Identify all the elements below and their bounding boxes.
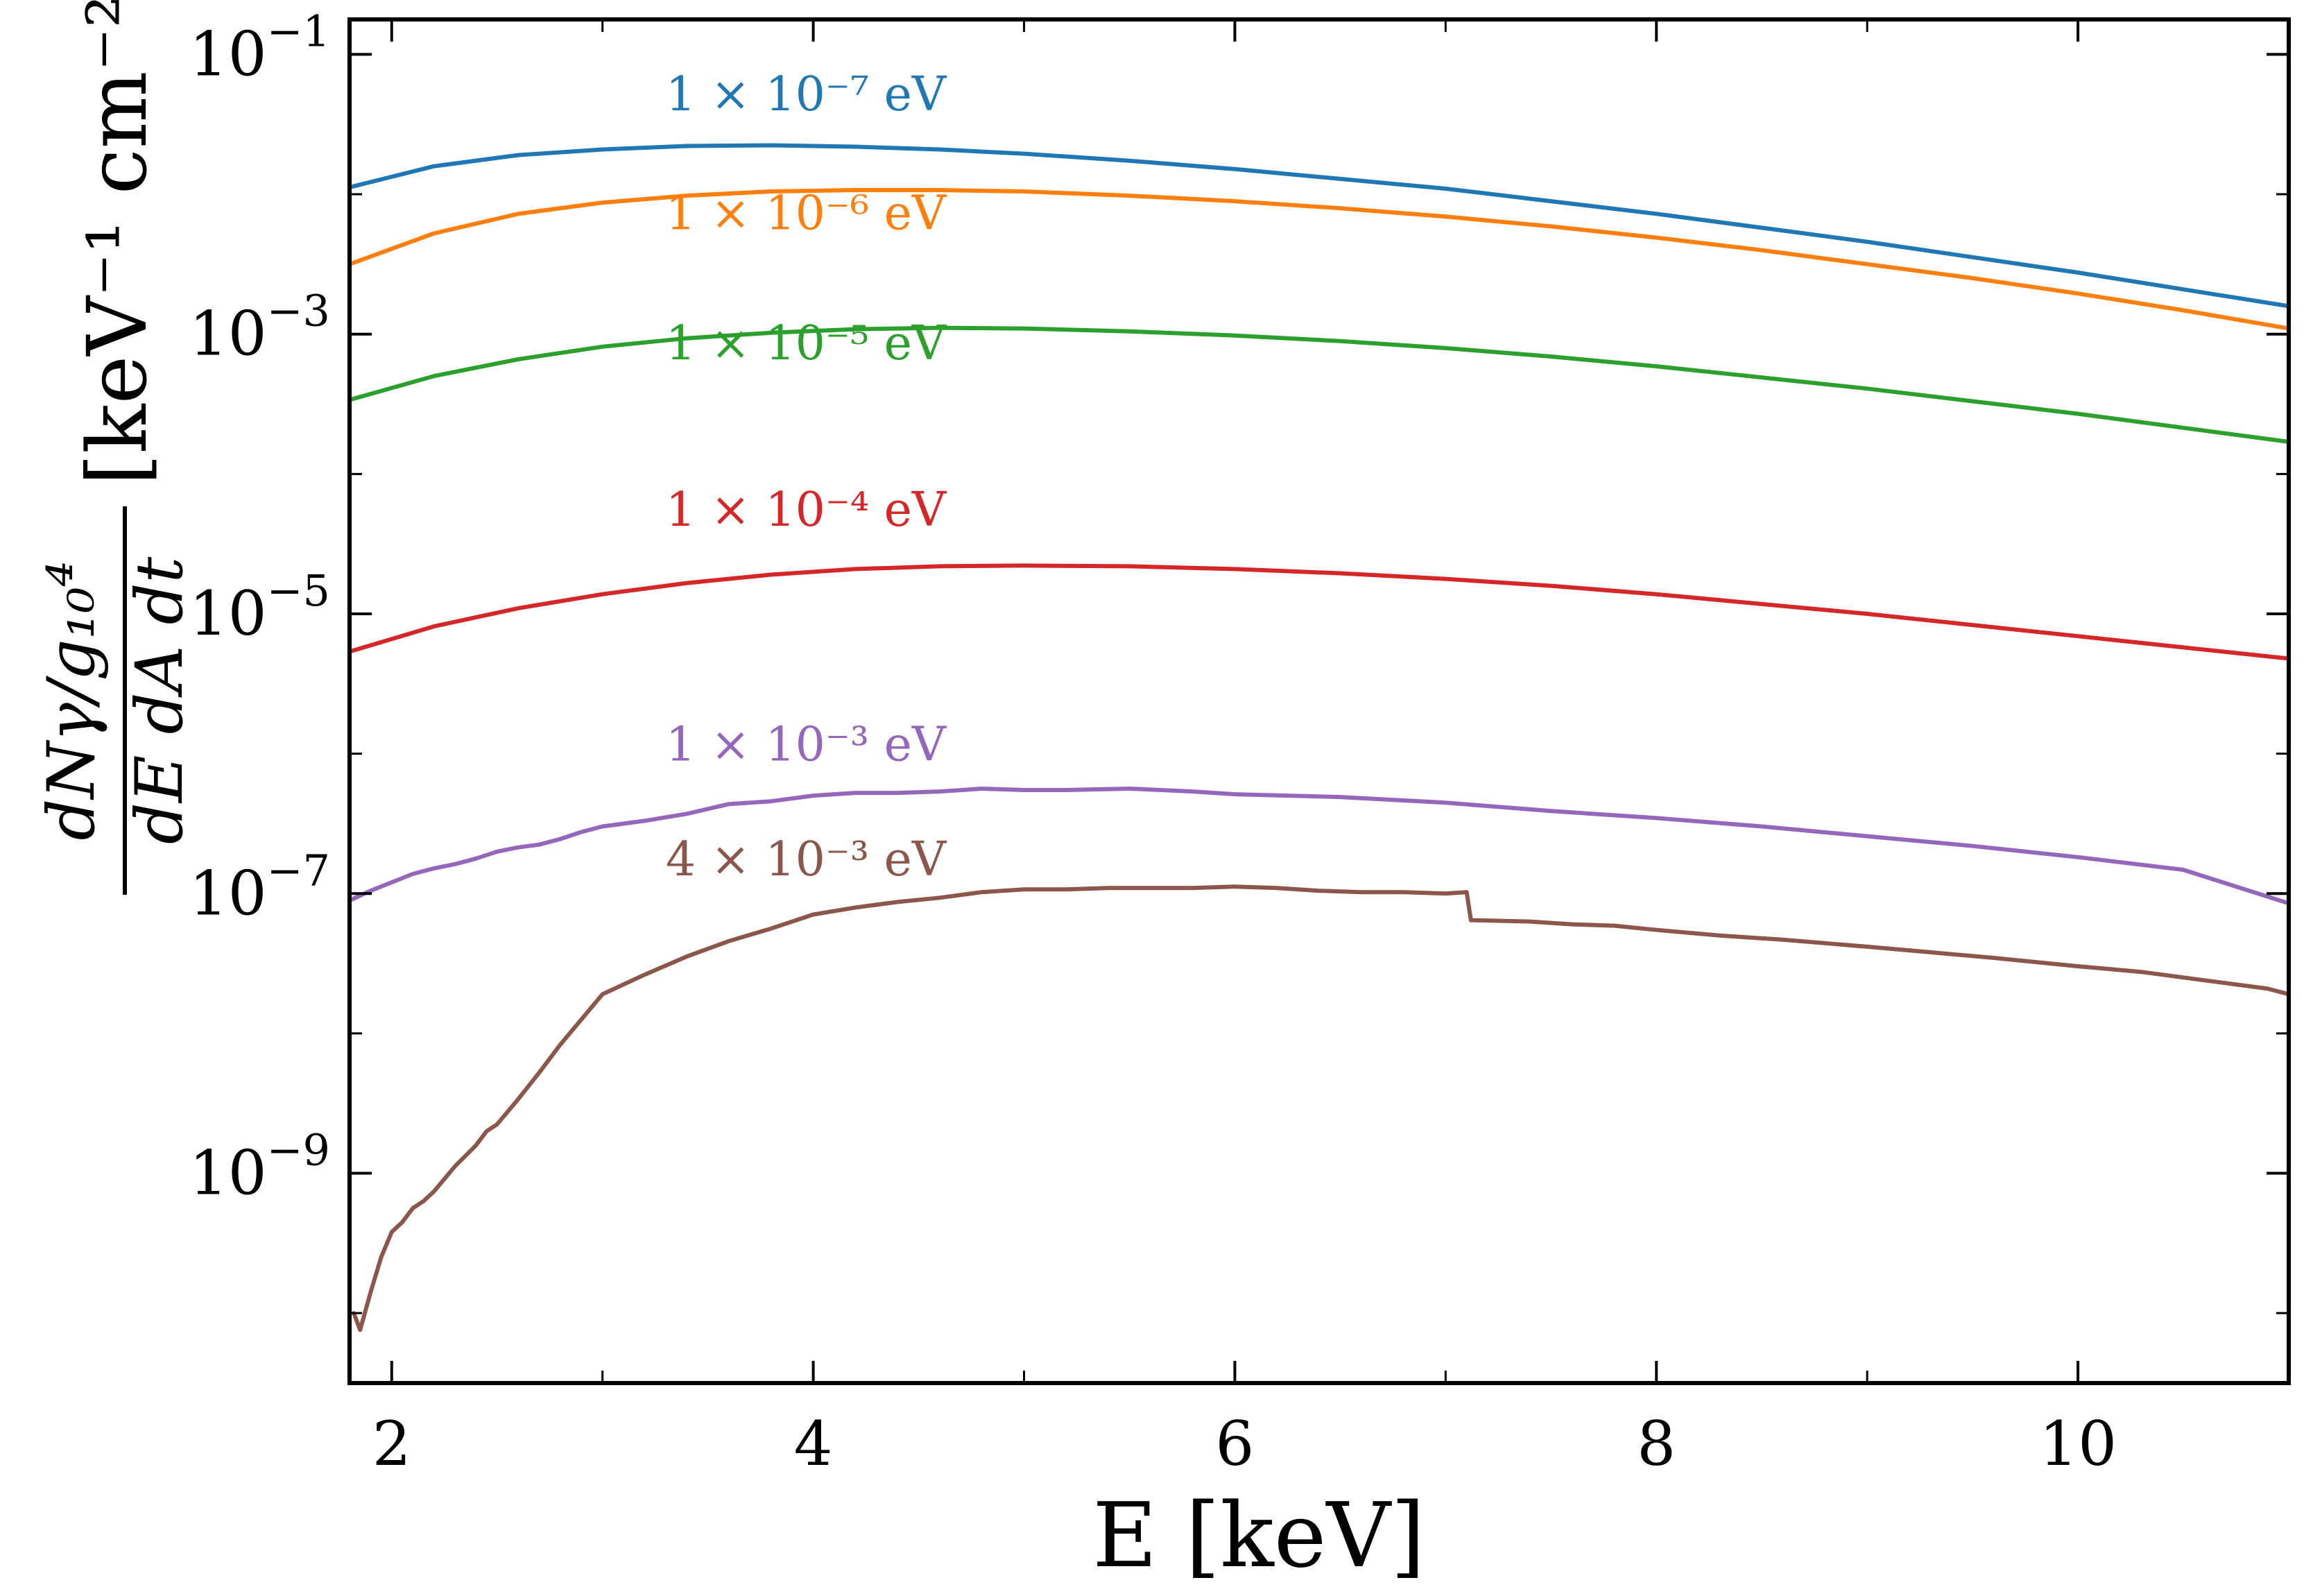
series-line-2 xyxy=(347,188,2291,331)
series-line-1 xyxy=(347,143,2291,309)
y-tick-label: 10−1 xyxy=(189,6,330,89)
y-tick-label: 10−3 xyxy=(189,286,330,370)
y-tick-label: 10−7 xyxy=(189,845,330,929)
x-tick-label: 4 xyxy=(794,1408,833,1479)
y-tick-label: 10−5 xyxy=(189,565,330,649)
series-label-layer: 1 × 10⁻⁷ eV 1 × 10⁻⁶ eV 1 × 10⁻⁵ eV 1 × 10⁻… xyxy=(666,67,947,887)
series-label-4: 1 × 10⁻⁴ eV xyxy=(666,483,947,538)
series-line-3 xyxy=(347,325,2291,444)
y-axis-label-units: [keV⁻¹ cm⁻² s⁻¹] xyxy=(69,0,165,486)
plot-area-frame xyxy=(347,17,2291,1385)
y-axis-label-numerator: dNγ/g₁₀⁴ xyxy=(34,560,110,841)
series-layer xyxy=(347,143,2291,1332)
series-label-1: 1 × 10⁻⁷ eV xyxy=(666,67,947,122)
y-axis-label: dNγ/g₁₀⁴ dE dA dt [keV⁻¹ cm⁻² s⁻¹] xyxy=(34,0,198,895)
x-axis-label: E [keV] xyxy=(1092,1484,1425,1588)
y-axis-label-denominator: dE dA dt xyxy=(122,557,198,845)
series-line-6 xyxy=(352,884,2291,1332)
x-tick-label: 2 xyxy=(372,1408,411,1479)
series-line-4 xyxy=(347,563,2291,661)
x-tick-label: 6 xyxy=(1215,1408,1254,1479)
series-label-6: 4 × 10⁻³ eV xyxy=(666,832,947,887)
series-label-2: 1 × 10⁻⁶ eV xyxy=(666,187,947,241)
x-tick-labels: 2 4 6 8 10 xyxy=(372,1408,2117,1479)
y-tick-labels: 10−1 10−3 10−5 10−7 10−9 xyxy=(189,6,330,1208)
series-label-5: 1 × 10⁻³ eV xyxy=(666,718,947,773)
x-tick-label: 8 xyxy=(1637,1408,1676,1479)
y-tick-label: 10−9 xyxy=(189,1125,330,1209)
series-line-5 xyxy=(347,787,2291,906)
x-tick-label: 10 xyxy=(2039,1408,2117,1479)
series-label-3: 1 × 10⁻⁵ eV xyxy=(666,316,947,371)
